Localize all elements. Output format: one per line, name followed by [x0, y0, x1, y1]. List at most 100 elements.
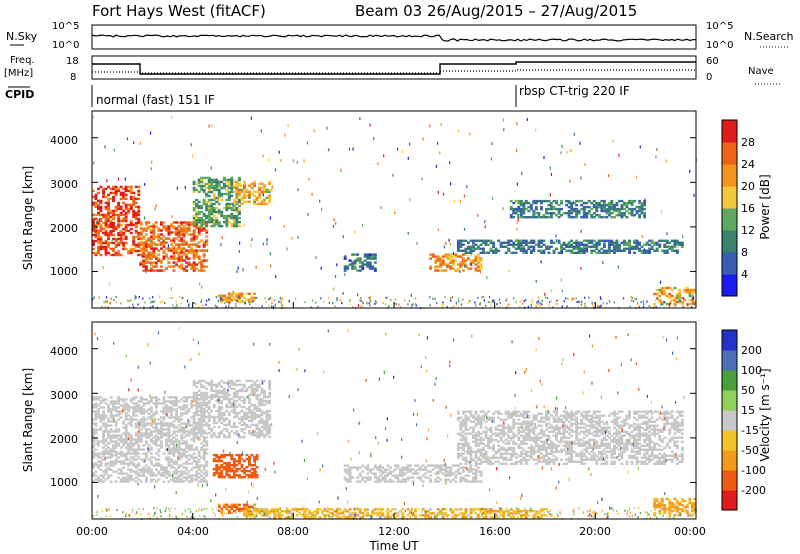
power-cell — [587, 205, 591, 209]
vel-cell — [461, 424, 465, 427]
power-cell — [456, 243, 460, 246]
vel-cell — [144, 470, 148, 473]
power-cell — [197, 245, 201, 248]
power-cell — [112, 229, 115, 233]
power-cell — [678, 243, 682, 246]
power-cell — [492, 251, 495, 254]
vel-cell — [487, 418, 490, 421]
power-cell — [545, 212, 548, 215]
power-scatter — [666, 232, 668, 236]
power-ground-scatter — [270, 296, 272, 299]
power-cell — [567, 209, 571, 213]
power-cell — [197, 190, 201, 194]
power-cell — [114, 227, 118, 231]
power-ground-scatter — [643, 303, 645, 306]
vel-cell — [459, 422, 463, 425]
power-cell — [610, 207, 614, 211]
power-cell — [243, 196, 246, 199]
vel-cell — [137, 400, 141, 403]
vel-cell — [117, 468, 121, 471]
vel-cell — [250, 474, 254, 477]
power-ground-scatter — [197, 305, 200, 308]
vel-cell — [99, 414, 103, 417]
power-cell — [232, 190, 236, 193]
vel-cell — [94, 406, 98, 409]
power-cell — [474, 269, 478, 272]
power-cell — [545, 207, 548, 211]
power-cell — [373, 253, 377, 256]
vel-cell — [154, 410, 158, 413]
power-cell — [363, 253, 367, 256]
power-cell — [638, 241, 641, 244]
vel-cell — [243, 389, 246, 393]
power-cell — [691, 292, 694, 296]
power-cell — [605, 239, 609, 242]
power-cell — [512, 245, 516, 248]
vel-cell — [260, 409, 264, 413]
power-cell — [509, 239, 513, 242]
vel-cell — [94, 410, 98, 413]
vel-cell — [172, 462, 176, 465]
vel-cell — [461, 430, 465, 433]
power-cell — [227, 202, 231, 206]
vel-cell — [245, 415, 249, 419]
power-cell — [157, 227, 161, 230]
vel-cell — [190, 428, 194, 431]
vel-cell — [112, 436, 115, 439]
power-cell — [217, 212, 221, 216]
vel-cell — [137, 452, 141, 455]
vel-cell — [217, 433, 221, 437]
power-cell — [195, 223, 199, 226]
power-cell — [582, 245, 586, 248]
power-scatter — [92, 115, 95, 119]
vel-cell — [142, 420, 146, 423]
power-cell — [202, 265, 206, 268]
vel-cell — [225, 468, 229, 471]
vel-cell — [117, 430, 121, 433]
vel-cell — [469, 414, 473, 417]
power-scatter — [217, 198, 219, 202]
power-cell — [245, 190, 249, 193]
vel-cell — [220, 413, 224, 417]
power-ground-scatter — [584, 296, 586, 299]
power-cell — [253, 184, 256, 187]
vel-cell — [142, 398, 146, 401]
power-cell — [630, 212, 634, 215]
power-cell — [565, 243, 568, 246]
vel-cell — [227, 470, 231, 473]
power-scatter — [550, 289, 552, 293]
vel-cell — [134, 458, 138, 461]
power-ground-scatter — [106, 301, 108, 304]
power-cell — [225, 198, 229, 202]
power-scatter — [535, 128, 537, 132]
power-cell — [227, 180, 231, 184]
power-cell — [222, 178, 226, 182]
power-cell — [195, 198, 199, 202]
power-cell — [197, 255, 201, 258]
power-cell — [658, 288, 662, 292]
power-cell — [190, 247, 194, 250]
power-cell — [177, 235, 181, 238]
power-scatter — [555, 239, 558, 243]
vel-cell — [232, 503, 236, 506]
vel-cell — [461, 448, 465, 451]
power-cell — [222, 298, 226, 301]
power-cell — [560, 251, 563, 254]
power-ground-scatter — [477, 296, 479, 299]
vel-cell — [258, 409, 261, 413]
vel-cell — [227, 468, 231, 471]
vel-cell — [132, 450, 136, 453]
vel-cell — [235, 413, 239, 417]
power-cell — [540, 199, 543, 203]
power-cell — [92, 219, 95, 223]
power-cell — [517, 243, 521, 246]
vel-cell — [107, 410, 110, 413]
vel-cell — [147, 450, 151, 453]
power-scatter — [561, 250, 563, 254]
vel-cell — [172, 424, 176, 427]
vel-cell — [232, 399, 236, 403]
vel-cell — [494, 460, 498, 463]
power-scatter — [214, 217, 216, 221]
power-ground-scatter — [642, 306, 645, 308]
power-cell — [356, 257, 360, 260]
